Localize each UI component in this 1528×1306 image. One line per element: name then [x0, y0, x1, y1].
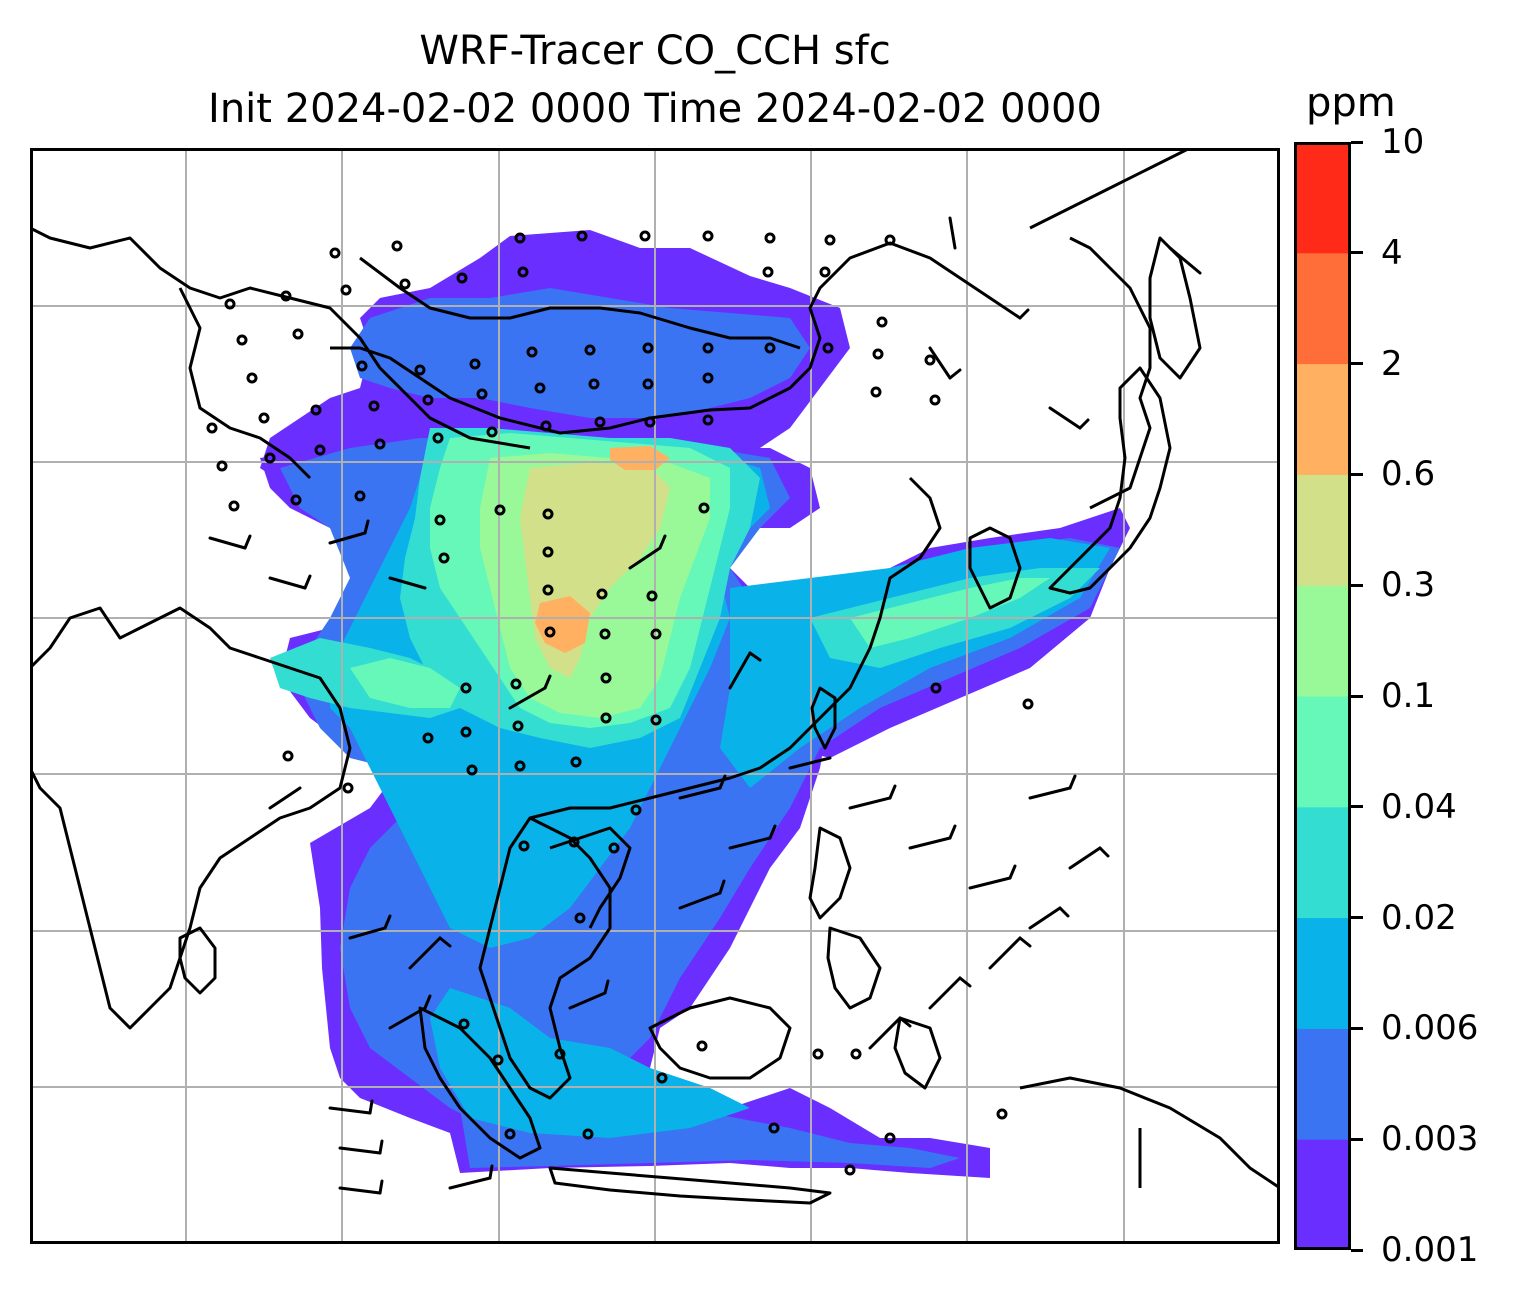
map-border [30, 148, 1280, 1244]
map-subtitle: Init 2024-02-02 0000 Time 2024-02-02 000… [208, 86, 1102, 132]
colorbar-tick [1351, 1026, 1363, 1030]
colorbar-tick [1351, 362, 1363, 366]
field-band-8 [535, 596, 590, 653]
colorbar-tick-label: 0.02 [1381, 897, 1457, 938]
colorbar-tick-label: 0.001 [1381, 1230, 1479, 1270]
colorbar-tick [1351, 140, 1363, 144]
colorbar-tick [1351, 1137, 1363, 1141]
colorbar-tick [1351, 805, 1363, 809]
tracer-field [260, 230, 1130, 1178]
colorbar-tick-label: 2 [1381, 343, 1403, 384]
colorbar-tick [1351, 916, 1363, 920]
colorbar-band [1294, 252, 1351, 365]
colorbar-unit: ppm [1306, 80, 1396, 126]
colorbar-tick-label: 0.3 [1381, 565, 1436, 606]
colorbar-tick-label: 0.1 [1381, 676, 1436, 716]
colorbar-tick [1351, 472, 1363, 476]
colorbar-tick-label: 4 [1381, 232, 1403, 273]
colorbar-band [1294, 1139, 1351, 1250]
field-band-3-south [430, 988, 750, 1138]
colorbar-band [1294, 917, 1351, 1029]
colorbar-tick-label: 0.006 [1381, 1008, 1479, 1049]
coastlines [30, 148, 1280, 1205]
field-band-5-corridor [850, 578, 1050, 648]
colorbar-band [1294, 585, 1351, 697]
map-panel [30, 148, 1280, 1244]
field-band-5-west [350, 658, 460, 708]
colorbar-tick [1351, 583, 1363, 587]
map-grid [30, 148, 1280, 1244]
colorbar-band [1294, 363, 1351, 475]
wind-barbs [208, 216, 1202, 1195]
colorbar-tick-label: 0.04 [1381, 786, 1457, 827]
colorbar-band [1294, 1028, 1351, 1140]
colorbar-tick-label: 10 [1381, 122, 1425, 162]
calm-markers [206, 230, 1034, 1176]
map-title: WRF-Tracer CO_CCH sfc [419, 28, 891, 74]
colorbar-band [1294, 142, 1351, 254]
colorbar [1294, 142, 1351, 1250]
colorbar-tick-label: 0.003 [1381, 1119, 1479, 1160]
field-band-2 [350, 288, 810, 418]
colorbar-band [1294, 474, 1351, 586]
colorbar-tick [1351, 1248, 1363, 1252]
colorbar-tick-label: 0.6 [1381, 454, 1436, 495]
colorbar-tick [1351, 694, 1363, 698]
colorbar-band [1294, 696, 1351, 808]
colorbar-tick [1351, 251, 1363, 255]
colorbar-band [1294, 806, 1351, 919]
